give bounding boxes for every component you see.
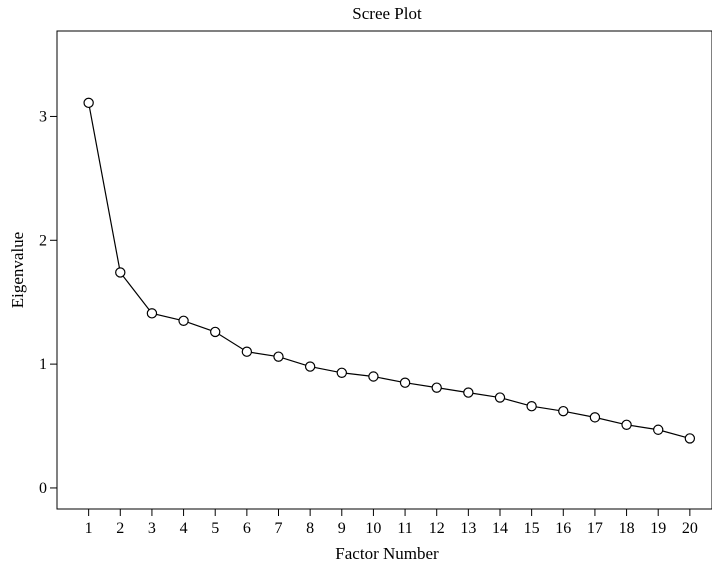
x-tick-label: 5 — [211, 520, 219, 537]
x-tick-label: 10 — [365, 520, 381, 537]
chart-title: Scree Plot — [352, 4, 422, 23]
data-point — [399, 377, 411, 388]
x-tick-label: 7 — [274, 520, 282, 537]
x-tick-label: 11 — [397, 520, 412, 537]
data-point — [273, 351, 284, 362]
x-tick-label: 19 — [650, 520, 666, 537]
data-point — [653, 424, 664, 435]
data-point — [494, 392, 506, 403]
y-axis: 0 1 2 3 — [39, 108, 57, 497]
x-tick-label: 3 — [148, 520, 156, 537]
series-layer — [83, 97, 696, 444]
data-point — [304, 361, 316, 372]
y-tick-label: 0 — [39, 480, 47, 497]
x-tick-label: 4 — [180, 520, 188, 537]
x-tick-label: 16 — [555, 520, 571, 537]
data-point — [146, 308, 158, 319]
data-point — [431, 382, 442, 393]
plot-frame — [56, 30, 712, 510]
x-tick-label: 18 — [619, 520, 635, 537]
x-tick-label: 13 — [460, 520, 476, 537]
data-point — [178, 315, 189, 326]
x-axis-label: Factor Number — [335, 544, 439, 563]
x-tick-label: 15 — [524, 520, 540, 537]
x-tick-label: 12 — [429, 520, 445, 537]
data-point — [684, 433, 696, 444]
data-point — [621, 419, 632, 430]
y-tick-label: 1 — [39, 356, 47, 373]
x-tick-label: 8 — [306, 520, 314, 537]
x-tick-label: 9 — [338, 520, 346, 537]
data-point — [336, 367, 347, 378]
x-tick-label: 1 — [85, 520, 93, 537]
data-point — [526, 401, 537, 412]
data-point — [558, 405, 569, 417]
data-point — [463, 387, 474, 398]
x-tick-label: 2 — [116, 520, 124, 537]
y-axis-label: Eigenvalue — [8, 232, 27, 308]
x-axis: 1 2 3 4 5 6 7 8 9 10 11 12 13 14 15 16 17 18 19 20 — [85, 509, 698, 537]
data-point — [368, 371, 379, 382]
y-tick-label: 3 — [39, 108, 47, 125]
series-line — [88, 102, 691, 439]
data-point — [241, 346, 253, 357]
data-point — [115, 267, 126, 278]
y-tick-label: 2 — [39, 232, 47, 249]
data-point — [589, 412, 601, 423]
data-point — [210, 326, 221, 338]
x-tick-label: 6 — [243, 520, 251, 537]
x-tick-label: 14 — [492, 520, 508, 537]
x-tick-label: 20 — [682, 520, 698, 537]
data-point — [83, 97, 94, 109]
x-tick-label: 17 — [587, 520, 603, 537]
